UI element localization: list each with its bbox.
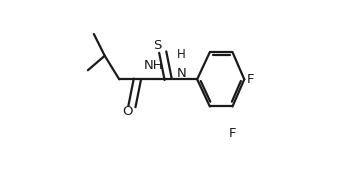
Text: F: F (229, 127, 236, 140)
Text: S: S (153, 39, 162, 52)
Text: NH: NH (144, 59, 163, 72)
Text: H: H (177, 48, 186, 61)
Text: O: O (122, 105, 132, 118)
Text: F: F (247, 73, 254, 86)
Text: N: N (177, 67, 187, 80)
